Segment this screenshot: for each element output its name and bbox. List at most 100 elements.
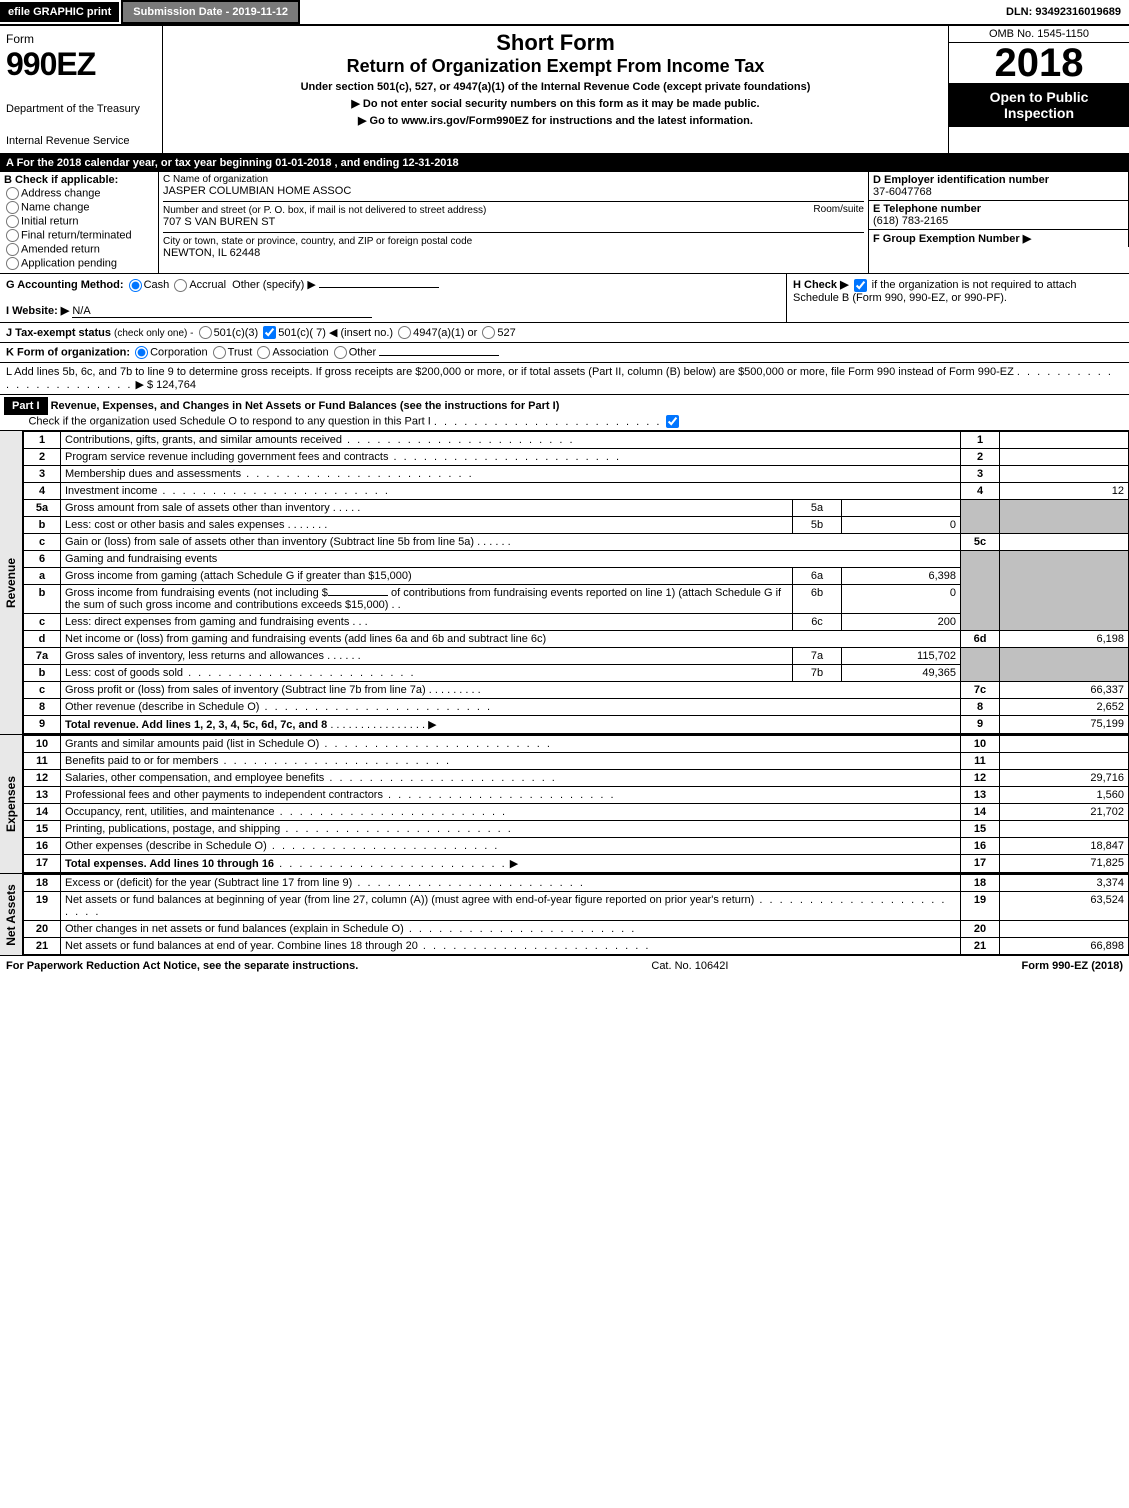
g-cash: Cash — [144, 279, 170, 291]
l8-t: Other revenue (describe in Schedule O) — [65, 701, 259, 713]
chk-name-change[interactable] — [6, 201, 19, 214]
j-label: J Tax-exempt status — [6, 327, 111, 339]
l8-v: 2,652 — [1000, 699, 1129, 716]
efile-label[interactable]: efile GRAPHIC print — [0, 2, 119, 22]
k-o3: Other — [349, 347, 377, 359]
l1-t: Contributions, gifts, grants, and simila… — [65, 434, 342, 446]
opt-final: Final return/terminated — [21, 229, 132, 241]
chk-final[interactable] — [6, 229, 19, 242]
k-o0: Corporation — [150, 347, 207, 359]
chk-schedule-o[interactable] — [666, 415, 679, 428]
l6d-v: 6,198 — [1000, 631, 1129, 648]
k-label: K Form of organization: — [6, 347, 130, 359]
open-to-public: Open to Public Inspection — [949, 83, 1129, 127]
l19-t: Net assets or fund balances at beginning… — [65, 894, 754, 906]
org-name: JASPER COLUMBIAN HOME ASSOC — [163, 185, 864, 197]
l19-v: 63,524 — [1000, 892, 1129, 921]
l5b-t: Less: cost or other basis and sales expe… — [65, 519, 285, 531]
goto-link[interactable]: ▶ Go to www.irs.gov/Form990EZ for instru… — [167, 114, 944, 127]
dept-treasury: Department of the Treasury — [6, 103, 156, 115]
k-o2: Association — [272, 347, 328, 359]
l17-t: Total expenses. Add lines 10 through 16 — [65, 858, 274, 870]
f-label: F Group Exemption Number ▶ — [873, 233, 1031, 245]
period-end: 12-31-2018 — [402, 157, 458, 169]
opt-initial: Initial return — [21, 215, 78, 227]
period-pre: A For the 2018 calendar year, or tax yea… — [6, 157, 275, 169]
l20-v — [1000, 921, 1129, 938]
footer-right: Form 990-EZ (2018) — [1022, 960, 1123, 972]
chk-initial[interactable] — [6, 215, 19, 228]
l3-t: Membership dues and assessments — [65, 468, 241, 480]
l-arrow: ▶ — [135, 379, 143, 391]
radio-cash[interactable] — [129, 279, 142, 292]
radio-corp[interactable] — [135, 346, 148, 359]
l12-t: Salaries, other compensation, and employ… — [65, 772, 324, 784]
l11-v — [1000, 753, 1129, 770]
footer-left: For Paperwork Reduction Act Notice, see … — [6, 960, 358, 972]
radio-assoc[interactable] — [257, 346, 270, 359]
l7a-t: Gross sales of inventory, less returns a… — [65, 650, 324, 662]
chk-address-change[interactable] — [6, 187, 19, 200]
l-line: L Add lines 5b, 6c, and 7b to line 9 to … — [0, 363, 1129, 395]
street-label: Number and street (or P. O. box, if mail… — [163, 205, 486, 216]
l13-v: 1,560 — [1000, 787, 1129, 804]
section-c: C Name of organization JASPER COLUMBIAN … — [159, 172, 869, 273]
chk-schedule-b[interactable] — [854, 279, 867, 292]
l6d-t: Net income or (loss) from gaming and fun… — [65, 633, 546, 645]
l10-v — [1000, 736, 1129, 753]
l7c-t: Gross profit or (loss) from sales of inv… — [65, 684, 426, 696]
l6a-t: Gross income from gaming (attach Schedul… — [65, 570, 412, 582]
chk-pending[interactable] — [6, 257, 19, 270]
l7b-v: 49,365 — [842, 665, 961, 682]
l6c-v: 200 — [842, 614, 961, 631]
l14-v: 21,702 — [1000, 804, 1129, 821]
ssn-warning: ▶ Do not enter social security numbers o… — [167, 97, 944, 110]
radio-accrual[interactable] — [174, 279, 187, 292]
l12-v: 29,716 — [1000, 770, 1129, 787]
l6c-t: Less: direct expenses from gaming and fu… — [65, 616, 349, 628]
submission-date: Submission Date - 2019-11-12 — [121, 0, 300, 24]
title-short-form: Short Form — [167, 30, 944, 56]
website: N/A — [72, 305, 90, 317]
radio-other[interactable] — [334, 346, 347, 359]
city-label: City or town, state or province, country… — [163, 236, 472, 247]
radio-trust[interactable] — [213, 346, 226, 359]
j-text: (check only one) - — [114, 328, 193, 339]
expenses-section: Expenses 10Grants and similar amounts pa… — [0, 735, 1129, 874]
netassets-section: Net Assets 18Excess or (deficit) for the… — [0, 874, 1129, 956]
opt-amended: Amended return — [21, 243, 100, 255]
l18-v: 3,374 — [1000, 875, 1129, 892]
l3-v — [1000, 466, 1129, 483]
telephone: (618) 783-2165 — [873, 215, 948, 227]
part1-check: Check if the organization used Schedule … — [28, 416, 430, 428]
title-return: Return of Organization Exempt From Incom… — [167, 56, 944, 77]
l7b-t: Less: cost of goods sold — [65, 667, 183, 679]
c-label: C Name of organization — [163, 174, 864, 185]
gh-row: G Accounting Method: Cash Accrual Other … — [0, 274, 1129, 323]
l13-t: Professional fees and other payments to … — [65, 789, 383, 801]
side-expenses: Expenses — [4, 776, 18, 832]
part1-header: Part I Revenue, Expenses, and Changes in… — [0, 395, 1129, 431]
part1-title: Revenue, Expenses, and Changes in Net As… — [51, 400, 560, 412]
irs-label: Internal Revenue Service — [6, 135, 156, 147]
revenue-section: Revenue 1Contributions, gifts, grants, a… — [0, 431, 1129, 735]
radio-527[interactable] — [482, 326, 495, 339]
l21-v: 66,898 — [1000, 938, 1129, 955]
l5c-v — [1000, 534, 1129, 551]
j-o2: 4947(a)(1) or — [413, 327, 477, 339]
radio-4947[interactable] — [398, 326, 411, 339]
radio-501c[interactable] — [263, 326, 276, 339]
l21-t: Net assets or fund balances at end of ye… — [65, 940, 418, 952]
l-text: L Add lines 5b, 6c, and 7b to line 9 to … — [6, 366, 1014, 378]
l7a-v: 115,702 — [842, 648, 961, 665]
opt-name: Name change — [21, 201, 90, 213]
chk-amended[interactable] — [6, 243, 19, 256]
opt-address: Address change — [21, 187, 101, 199]
opt-pending: Application pending — [21, 257, 117, 269]
l5a-v — [842, 500, 961, 517]
section-b: B Check if applicable: Address change Na… — [0, 172, 159, 273]
part1-label: Part I — [4, 397, 48, 415]
radio-501c3[interactable] — [199, 326, 212, 339]
j-o1: 501(c)( 7) ◀ (insert no.) — [278, 327, 393, 339]
entity-row: B Check if applicable: Address change Na… — [0, 172, 1129, 274]
